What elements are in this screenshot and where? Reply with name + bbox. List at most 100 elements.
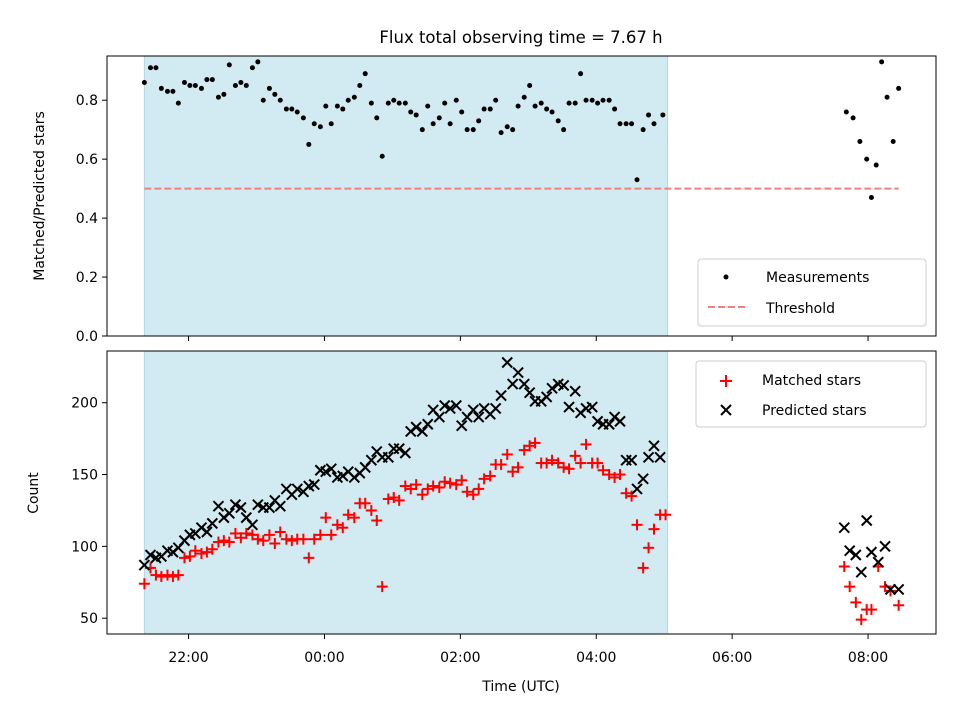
measurement-point [864, 156, 870, 162]
top-x-ticks [188, 336, 869, 341]
measurement-point [198, 85, 204, 91]
bottom-legend-box [695, 360, 927, 428]
predicted-star-point [523, 386, 536, 399]
matched-star-point [371, 515, 383, 527]
matched-star-point [597, 464, 609, 476]
measurement-point [300, 115, 306, 121]
predicted-star-point [382, 451, 395, 464]
measurement-point [164, 88, 170, 94]
matched-star-point [337, 522, 349, 534]
predicted-star-point [416, 425, 428, 438]
measurement-point [578, 71, 584, 77]
predicted-star-point [855, 566, 867, 578]
predicted-star-point [393, 442, 405, 455]
matched-star-point [456, 474, 468, 486]
measurement-point [555, 118, 561, 124]
measurement-point [209, 77, 215, 83]
matched-star-point [218, 535, 230, 547]
predicted-star-point [320, 465, 332, 478]
matched-star-point [212, 536, 224, 548]
measurement-point [396, 100, 402, 106]
predicted-star-point [206, 517, 219, 530]
x-tick-label: 08:00 [848, 650, 888, 666]
matched-star-point [342, 509, 354, 521]
measurement-point [884, 94, 890, 100]
predicted-star-point [399, 447, 412, 459]
measurement-point [255, 59, 261, 65]
matched-star-point [314, 529, 326, 541]
predicted-star-point [444, 402, 456, 415]
measurement-point [857, 138, 863, 144]
predicted-star-point [506, 378, 519, 390]
measurement-point [481, 106, 487, 112]
measurement-point [498, 130, 504, 136]
matched-star-point [348, 512, 360, 524]
matched-star-point [223, 536, 235, 548]
measurement-point [430, 121, 436, 127]
legend-predicted-marker [720, 404, 732, 416]
predicted-star-point [892, 583, 905, 596]
predicted-star-point [325, 463, 337, 475]
legend-measurements-label: Measurements [766, 270, 869, 286]
measurement-point [175, 100, 181, 106]
matched-star-point [303, 552, 315, 564]
predicted-star-point [654, 451, 666, 464]
measurement-point [272, 91, 278, 97]
measurement-point [589, 97, 595, 103]
measurement-point [419, 127, 425, 133]
legend-measurement-marker [723, 274, 729, 280]
measurement-point [896, 85, 902, 91]
measurement-point [617, 121, 623, 127]
predicted-star-point [291, 483, 303, 495]
matched-star-point [495, 458, 507, 470]
chart-title: Flux total observing time = 7.67 h [379, 28, 662, 47]
matched-star-point [167, 571, 179, 583]
measurement-point [311, 121, 317, 127]
bottom-x-ticks: 22:00 00:00 02:00 04:00 06:00 08:00 [168, 634, 888, 666]
matched-star-point [473, 483, 485, 495]
legend-predicted-label: Predicted stars [762, 403, 867, 419]
matched-star-point [648, 523, 660, 535]
top-y-tick-label: 0.4 [76, 211, 98, 227]
matched-star-point [563, 463, 575, 475]
measurement-point [660, 112, 666, 118]
predicted-star-point [625, 454, 638, 466]
matched-star-point [478, 473, 490, 485]
measurement-point [868, 194, 874, 200]
bottom-panel: 50 100 150 200 22:00 00:00 02:00 04:00 06:00 08:… [26, 350, 937, 695]
matched-star-point [286, 535, 298, 547]
top-legend: Measurements Threshold [697, 258, 927, 327]
top-axes-frame [106, 55, 937, 337]
predicted-star-point [637, 473, 649, 485]
predicted-star-point [138, 559, 151, 571]
bottom-y-tick-label: 200 [71, 396, 98, 412]
matched-star-point [569, 450, 581, 462]
measurement-point [334, 103, 340, 109]
predicted-star-point [557, 379, 570, 392]
matched-star-point [855, 614, 867, 626]
matched-star-point [184, 550, 196, 562]
predicted-star-point [642, 451, 655, 464]
predicted-star-point [546, 382, 558, 395]
measurement-point [408, 109, 414, 115]
matched-star-point [501, 448, 513, 460]
predicted-star-point [872, 556, 884, 568]
top-y-ticks: 0.0 0.2 0.4 0.6 0.8 [76, 93, 107, 345]
matched-star-point [240, 527, 252, 539]
x-tick-label: 02:00 [440, 650, 480, 666]
matched-star-point [643, 542, 655, 554]
measurement-point [646, 112, 652, 118]
measurement-point [651, 121, 657, 127]
predicted-star-point [422, 418, 434, 430]
matched-star-point [365, 504, 377, 516]
measurement-point [187, 82, 193, 88]
top-y-tick-label: 0.6 [76, 152, 98, 168]
measurement-point [204, 77, 210, 83]
predicted-star-point [501, 356, 513, 369]
bottom-y-axis-label: Count [26, 472, 42, 514]
measurement-point [515, 103, 521, 109]
measurement-point [266, 85, 272, 91]
predicted-star-point [144, 549, 157, 561]
matched-star-point [850, 596, 862, 608]
predicted-star-point [439, 399, 451, 412]
